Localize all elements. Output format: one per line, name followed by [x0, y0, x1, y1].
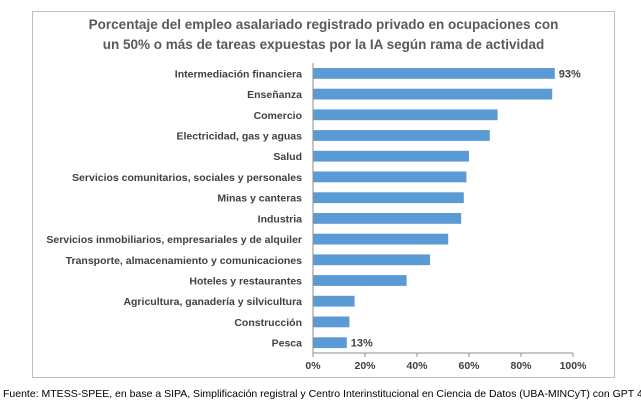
x-tick-label: 20%: [354, 360, 376, 372]
category-label: Intermediación financiera: [175, 68, 302, 80]
bar: [313, 68, 555, 79]
x-tick-label: 60%: [458, 360, 480, 372]
category-label: Transporte, almacenamiento y comunicacio…: [66, 255, 302, 267]
category-label: Industria: [258, 213, 302, 225]
bar: [313, 316, 350, 328]
bar: [313, 109, 498, 121]
bar: [313, 213, 462, 224]
bar: [313, 150, 469, 162]
bar: [313, 275, 407, 286]
category-label: Minas y canteras: [217, 193, 302, 205]
bar: [313, 295, 355, 307]
category-label: Salud: [273, 151, 302, 163]
bar: [313, 192, 464, 204]
category-label: Hoteles y restaurantes: [189, 276, 302, 288]
bar: [313, 88, 553, 100]
bar: [313, 254, 430, 266]
category-label: Enseñanza: [247, 89, 302, 101]
category-label: Agricultura, ganadería y silvicultura: [123, 296, 302, 308]
data-label: 13%: [351, 338, 373, 350]
data-label: 93%: [559, 68, 581, 80]
category-label: Construcción: [234, 317, 302, 329]
bar: [313, 233, 449, 245]
source-footnote: Fuente: MTESS-SPEE, en base a SIPA, Simp…: [3, 388, 641, 400]
category-label: Comercio: [254, 110, 302, 122]
category-label: Servicios comunitarios, sociales y perso…: [72, 172, 302, 184]
chart-title: Porcentaje del empleo asalariado registr…: [32, 15, 615, 55]
x-tick-label: 80%: [510, 360, 532, 372]
bar: [313, 337, 347, 349]
category-label: Servicios inmobiliarios, empresariales y…: [46, 234, 302, 246]
chart-title-line-1: Porcentaje del empleo asalariado registr…: [88, 17, 559, 32]
category-label: Pesca: [272, 338, 303, 350]
chart-frame: [32, 11, 615, 378]
x-tick-label: 0%: [305, 360, 321, 372]
bar: [313, 130, 490, 141]
chart-title-line-2: un 50% o más de tareas expuestas por la …: [102, 37, 545, 52]
bar-chart: Intermediación financiera Enseñanza Comerc…: [46, 63, 588, 372]
bar: [313, 171, 467, 183]
x-tick-label: 100%: [560, 360, 588, 372]
x-tick-label: 40%: [406, 360, 428, 372]
category-label: Electricidad, gas y aguas: [177, 131, 303, 143]
